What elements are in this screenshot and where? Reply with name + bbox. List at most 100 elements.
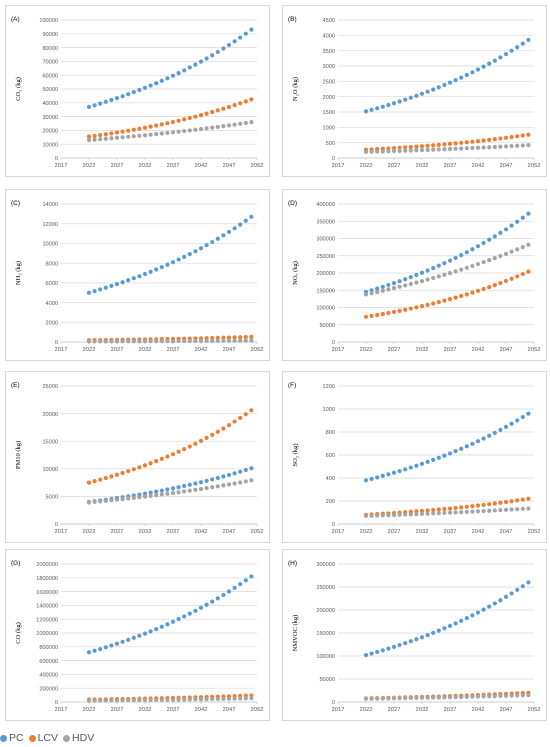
data-point-lcv <box>176 118 181 123</box>
y-tick-label: 1000 <box>323 407 335 413</box>
x-tick-label: 2027 <box>388 347 401 353</box>
y-tick-label: 0 <box>332 340 335 346</box>
data-point-lcv <box>159 456 164 461</box>
data-point-lcv <box>86 480 92 485</box>
data-point-pc <box>215 49 220 55</box>
y-tick-label: 2000000 <box>36 562 58 568</box>
panel-label: (H) <box>288 560 297 567</box>
data-point-pc <box>475 244 481 249</box>
data-point-pc <box>148 83 153 88</box>
y-tick-label: 50000 <box>319 323 335 329</box>
x-tick-label: 2017 <box>332 529 345 535</box>
data-point-lcv <box>243 99 248 104</box>
data-point-pc <box>193 608 198 613</box>
data-point-pc <box>403 277 408 282</box>
y-tick-label: 50000 <box>42 87 58 93</box>
data-point-pc <box>470 613 475 618</box>
data-point-pc <box>165 262 170 267</box>
data-point-pc <box>187 482 192 487</box>
data-point-pc <box>126 92 131 97</box>
data-point-hdv <box>243 120 248 126</box>
series-hdv <box>86 120 254 143</box>
data-point-lcv <box>176 449 181 454</box>
data-point-hdv <box>408 695 413 701</box>
x-tick-label: 2047 <box>223 707 236 713</box>
data-point-hdv <box>475 261 481 267</box>
data-point-pc <box>414 637 419 642</box>
data-point-hdv <box>154 339 159 344</box>
data-point-lcv <box>487 137 492 142</box>
data-point-lcv <box>431 507 436 513</box>
data-point-lcv <box>414 305 419 310</box>
data-point-hdv <box>198 486 204 492</box>
panel-label: (A) <box>11 16 20 23</box>
data-point-hdv <box>492 144 497 150</box>
data-point-lcv <box>154 459 159 464</box>
series-pc <box>86 214 254 295</box>
data-point-lcv <box>238 335 243 340</box>
data-point-pc <box>193 481 198 486</box>
data-point-pc <box>375 475 380 480</box>
data-point-lcv <box>92 479 97 484</box>
data-point-lcv <box>526 132 531 137</box>
data-point-lcv <box>221 426 226 431</box>
data-point-hdv <box>369 513 374 518</box>
data-point-pc <box>509 591 514 596</box>
data-point-pc <box>425 632 430 638</box>
data-point-hdv <box>103 339 108 344</box>
y-tick-label: 12000 <box>42 222 58 228</box>
chart-panel-f: 0 200 400 600 800 1000 1200 2017 2022 2027 2032 203… <box>282 371 547 543</box>
data-point-hdv <box>487 258 492 263</box>
data-point-pc <box>210 477 215 482</box>
data-point-hdv <box>86 698 92 703</box>
data-point-hdv <box>154 493 159 498</box>
data-point-pc <box>176 257 181 262</box>
data-point-pc <box>498 230 503 236</box>
data-point-lcv <box>475 138 481 144</box>
y-tick-label: 10000 <box>42 242 58 248</box>
data-point-hdv <box>198 697 204 702</box>
data-point-pc <box>221 233 226 238</box>
y-axis-label: NH₃ (kg) <box>15 261 22 285</box>
data-point-pc <box>375 286 380 291</box>
data-point-pc <box>249 27 254 32</box>
y-tick-label: 200000 <box>39 686 58 692</box>
y-tick-label: 0 <box>332 522 335 528</box>
y-tick-label: 0 <box>332 156 335 162</box>
y-tick-label: 4000 <box>323 34 335 40</box>
data-point-lcv <box>215 335 220 340</box>
y-tick-label: 1600000 <box>36 590 58 596</box>
panel-label: (C) <box>11 200 20 207</box>
data-point-hdv <box>436 511 441 516</box>
data-point-lcv <box>442 142 447 147</box>
data-point-hdv <box>487 694 492 699</box>
x-tick-label: 2022 <box>360 163 373 169</box>
data-point-hdv <box>386 149 391 154</box>
data-point-hdv <box>509 507 514 512</box>
data-point-pc <box>363 478 369 483</box>
data-point-hdv <box>182 338 187 344</box>
data-point-hdv <box>131 495 136 500</box>
y-tick-label: 600000 <box>39 659 58 665</box>
x-tick-label: 2042 <box>472 529 485 535</box>
data-point-hdv <box>492 255 497 261</box>
data-point-lcv <box>109 131 114 136</box>
data-point-hdv <box>131 698 136 703</box>
data-point-pc <box>464 616 469 621</box>
data-point-hdv <box>526 693 531 698</box>
data-point-lcv <box>498 136 503 141</box>
data-point-pc <box>515 219 520 224</box>
data-point-lcv <box>131 127 136 132</box>
data-point-lcv <box>165 454 170 459</box>
y-tick-label: 0 <box>55 156 58 162</box>
data-point-hdv <box>447 146 453 152</box>
y-axis-label: CO (kg) <box>15 622 22 643</box>
chart-svg: 0 500 1000 1500 2000 2500 3000 3500 4000 4500 2017… <box>288 16 540 169</box>
y-tick-label: 8000 <box>46 261 58 267</box>
data-point-pc <box>238 582 243 587</box>
data-point-pc <box>459 446 464 451</box>
data-point-lcv <box>109 474 114 479</box>
data-point-hdv <box>408 281 413 287</box>
data-point-hdv <box>193 697 198 702</box>
data-point-hdv <box>204 126 209 131</box>
